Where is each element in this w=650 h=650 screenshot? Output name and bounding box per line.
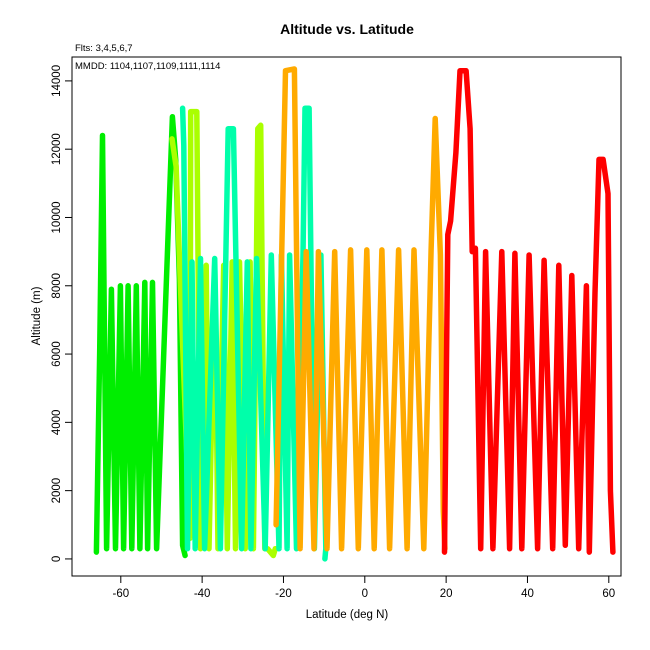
y-tick-label: 6000 xyxy=(51,341,63,367)
series-line-2 xyxy=(169,108,279,559)
y-axis-label: Altitude (m) xyxy=(31,286,43,345)
x-tick-label: 0 xyxy=(362,588,368,600)
chart-annotation: MMDD: 1104,1107,1109,1111,1114 xyxy=(75,61,220,72)
x-tick-label: -40 xyxy=(194,588,211,600)
y-tick-label: 10000 xyxy=(51,201,63,233)
x-axis: -60 -40 -20 0 20 40 60 xyxy=(112,575,615,600)
x-tick-label: 20 xyxy=(440,588,453,600)
chart-subtitle: Flts: 3,4,5,6,7 xyxy=(75,43,133,54)
y-axis: 0 2000 4000 6000 8000 10000 12000 14000 xyxy=(51,65,73,562)
x-axis-label: Latitude (deg N) xyxy=(306,609,389,621)
y-tick-label: 0 xyxy=(51,556,63,562)
y-tick-label: 4000 xyxy=(51,410,63,436)
series-layer xyxy=(93,66,616,562)
chart-title: Altitude vs. Latitude xyxy=(280,21,414,37)
y-tick-label: 14000 xyxy=(51,65,63,97)
y-tick-label: 12000 xyxy=(51,133,63,165)
x-tick-label: 60 xyxy=(602,588,615,600)
series-line-5 xyxy=(441,67,616,555)
x-tick-label: -60 xyxy=(112,588,129,600)
series-line-3 xyxy=(179,105,329,562)
y-tick-label: 2000 xyxy=(51,478,63,504)
y-tick-label: 8000 xyxy=(51,273,63,299)
x-tick-label: 40 xyxy=(521,588,534,600)
x-tick-label: -20 xyxy=(275,588,292,600)
series-line-4 xyxy=(273,66,448,552)
